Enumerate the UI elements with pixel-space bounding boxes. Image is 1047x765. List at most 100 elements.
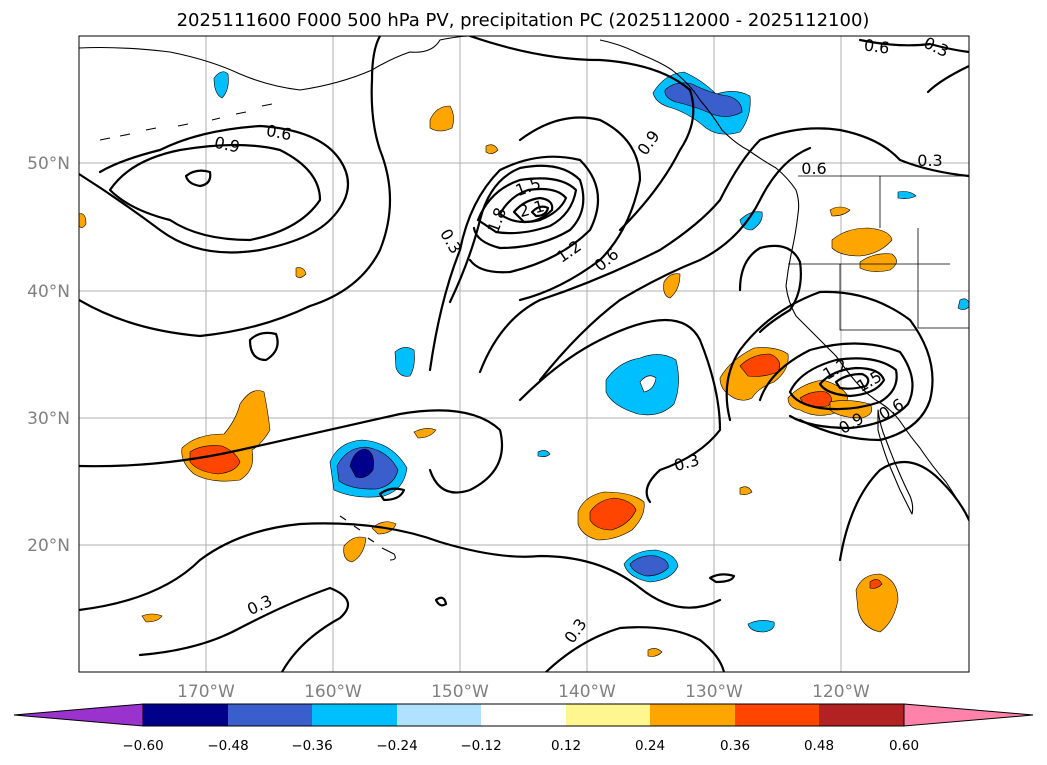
x-tick-label: 150°W: [431, 682, 489, 702]
precip-neg-area: [957, 298, 969, 310]
precip-pos-area: [739, 486, 753, 495]
pv-contour: [108, 143, 322, 242]
colorbar-tick-label: 0.48: [804, 738, 834, 754]
colorbar-tick-label: 0.60: [889, 738, 919, 754]
precip-neg-area: [629, 555, 669, 577]
precip-pos-area: [295, 267, 307, 278]
precip-neg-area: [747, 620, 775, 633]
precip-pos-area: [869, 579, 883, 589]
precip-pos-area: [429, 105, 454, 132]
precip-pos-area: [343, 536, 367, 563]
precip-pos-area: [739, 353, 781, 377]
pv-contour: [725, 290, 934, 442]
hawaii-islands: [339, 515, 396, 561]
pv-contour: [834, 372, 870, 390]
precip-pos-area: [589, 497, 637, 531]
colorbar-segment: [312, 704, 397, 726]
colorbar-segment: [819, 704, 904, 726]
baja-california: [877, 409, 914, 515]
precip-pos-area: [831, 227, 893, 257]
colorbar-tick-label: −0.24: [376, 738, 417, 754]
map-frame: [78, 35, 970, 673]
map-area: [79, 36, 969, 672]
precip-pos-area: [829, 206, 851, 217]
pv-contour: [518, 116, 642, 302]
pv-contour: [838, 460, 969, 562]
precip-neg-area: [639, 375, 657, 393]
colorbar-segment: [481, 704, 566, 726]
colorbar-tick-label: 0.12: [551, 738, 581, 754]
precip-pos-area: [413, 428, 437, 439]
pv-contour: [184, 169, 212, 188]
precip-neg-area: [664, 82, 743, 117]
precip-pos-area: [141, 613, 163, 623]
chart-title: 2025111600 F000 500 hPa PV, precipitatio…: [177, 10, 870, 31]
colorbar-tick-label: −0.36: [291, 738, 332, 754]
alaska-coast: [79, 36, 471, 91]
map-background: [79, 36, 969, 672]
pv-contour: [434, 596, 448, 607]
contour-label: 0.6: [863, 35, 891, 57]
colorbar-segment: [143, 704, 228, 726]
pv-contour: [428, 155, 600, 372]
pv-contour: [79, 124, 350, 254]
precip-pos-area: [855, 573, 899, 633]
pv-contour: [138, 586, 350, 672]
colorbar-tick-label: −0.60: [122, 738, 163, 754]
pv-contour: [79, 409, 504, 494]
pv-contour: [79, 36, 392, 338]
y-tick-label: 20°N: [27, 536, 70, 556]
pv-contour: [858, 38, 969, 54]
pv-contour: [378, 487, 406, 502]
x-axis: 170°W 160°W 150°W 140°W 130°W 120°W: [177, 682, 870, 702]
colorbar-extend-low: [13, 703, 144, 727]
pv-contour: [518, 318, 722, 504]
alaska-panhandle: [599, 39, 800, 215]
pv-contour: [248, 331, 279, 362]
precip-pos-area: [79, 213, 87, 228]
precip-neg-area: [394, 347, 415, 377]
pv-contour: [538, 146, 812, 382]
colorbar-segment: [650, 704, 735, 726]
pv-contour: [530, 205, 550, 218]
pv-contour: [476, 177, 578, 235]
pv-contour: [478, 127, 969, 374]
precip-neg-area: [537, 450, 551, 457]
precip-neg-area: [739, 211, 763, 231]
colorbar-tick-label: −0.48: [207, 738, 248, 754]
precip-pos-area: [485, 144, 499, 154]
colorbar-segment: [735, 704, 819, 726]
y-tick-label: 50°N: [27, 154, 70, 174]
pv-contour: [708, 573, 736, 584]
contour-label: 0.6: [801, 159, 826, 178]
x-tick-label: 140°W: [558, 682, 616, 702]
graticule: [79, 36, 969, 672]
x-tick-label: 160°W: [304, 682, 362, 702]
colorbar-segment: [397, 704, 481, 726]
colorbar-segment: [566, 704, 650, 726]
contour-label: 0.6: [265, 121, 293, 144]
colorbar-frame: [142, 703, 905, 727]
colorbar-extend-high: [903, 703, 1034, 727]
precip-pos-area: [647, 648, 663, 657]
colorbar-tick-label: 0.36: [720, 738, 750, 754]
precip-pos-area: [859, 253, 897, 272]
pv-contours: [79, 36, 969, 672]
y-axis: 20°N 30°N 40°N 50°N: [27, 154, 70, 556]
pv-contour: [738, 244, 802, 334]
y-tick-label: 40°N: [27, 282, 70, 302]
y-tick-label: 30°N: [27, 409, 70, 429]
pv-contour: [758, 342, 914, 430]
x-tick-label: 130°W: [685, 682, 743, 702]
us-state-borders: [788, 176, 969, 331]
aleutian-islands: [99, 103, 273, 141]
precip-neg-area: [349, 448, 374, 478]
pv-contour: [512, 196, 554, 224]
precip-pos-area: [663, 273, 681, 299]
pv-contour: [818, 366, 886, 398]
precip-neg-area: [897, 191, 917, 199]
x-tick-label: 170°W: [177, 682, 235, 702]
x-tick-label: 120°W: [812, 682, 870, 702]
pv-contour: [788, 357, 898, 411]
